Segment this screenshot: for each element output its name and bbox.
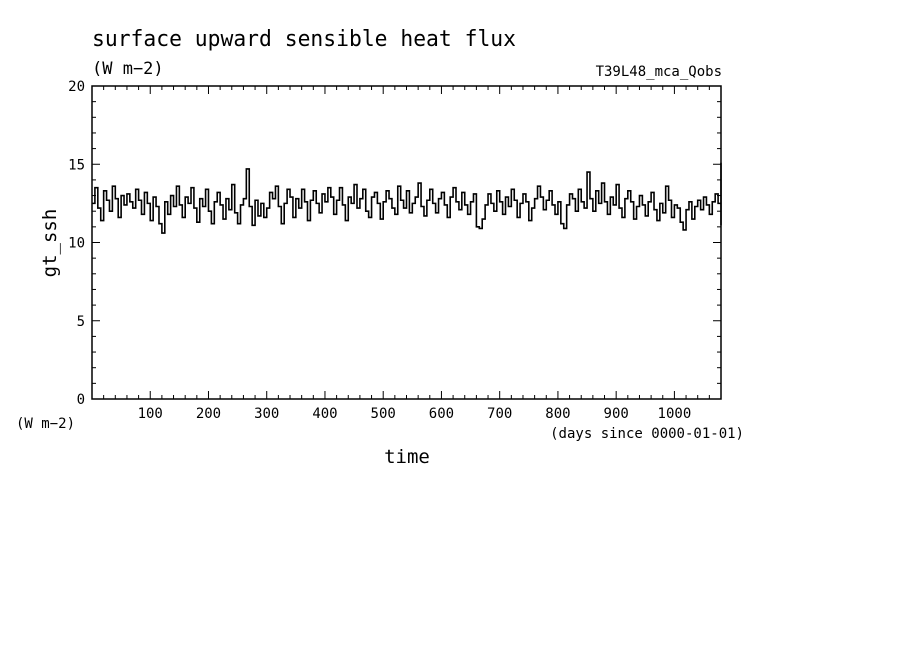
y-tick-label: 0 xyxy=(77,392,85,408)
y-tick-label: 20 xyxy=(68,79,85,95)
x-tick-label: 700 xyxy=(487,406,512,422)
x-tick-label: 300 xyxy=(254,406,279,422)
y-tick-label: 5 xyxy=(77,314,85,330)
x-tick-label: 200 xyxy=(196,406,221,422)
x-tick-label: 900 xyxy=(604,406,629,422)
x-tick-label: 800 xyxy=(545,406,570,422)
x-axis-unit: (days since 0000-01-01) xyxy=(550,426,744,442)
y-tick-label: 10 xyxy=(68,236,85,252)
x-tick-label: 600 xyxy=(429,406,454,422)
y-tick-label: 15 xyxy=(68,157,85,173)
y-tick-labels: 0 5 10 15 20 xyxy=(68,79,85,408)
x-tick-label: 1000 xyxy=(658,406,692,422)
run-label: T39L48_mca_Qobs xyxy=(596,64,722,80)
x-tick-label: 100 xyxy=(138,406,163,422)
chart-units: (W m−2) xyxy=(92,59,164,79)
x-tick-label: 500 xyxy=(371,406,396,422)
x-tick-labels: 100 200 300 400 500 600 700 800 900 1000 xyxy=(138,406,692,422)
x-axis-label: time xyxy=(384,446,430,468)
x-tick-label: 400 xyxy=(312,406,337,422)
plot-frame xyxy=(91,85,722,400)
y-axis-unit: (W m−2) xyxy=(16,416,75,432)
y-axis-label: gt_ssh xyxy=(39,209,61,278)
series-line xyxy=(92,162,722,234)
axis-ticks xyxy=(92,86,721,399)
chart-title: surface upward sensible heat flux xyxy=(92,27,516,52)
